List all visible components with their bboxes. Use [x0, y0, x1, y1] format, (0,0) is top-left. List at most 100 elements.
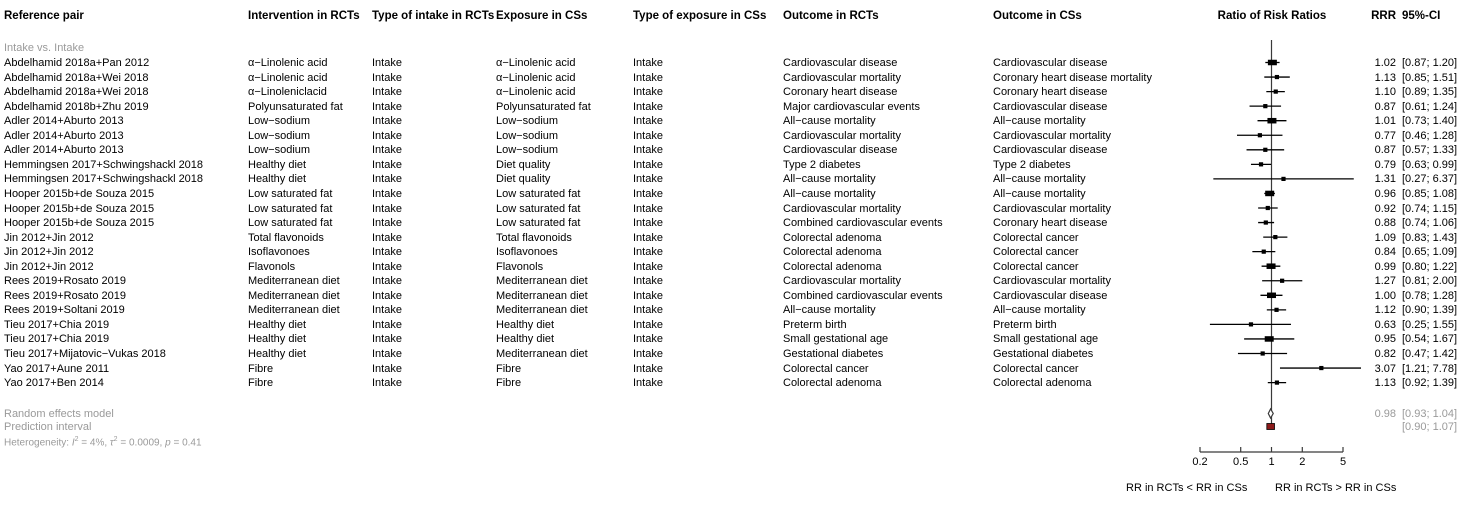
row-rrr-value: 0.96 [1374, 187, 1396, 200]
heterogeneity-p-value: = 0.41 [170, 437, 202, 449]
forest-row [1250, 162, 1272, 167]
row-reference-pair: Tieu 2017+Mijatovic−Vukas 2018 [4, 348, 166, 360]
row-intervention-rcts: Flavonols [248, 260, 296, 273]
row-type-of-exposure-css: Intake [633, 275, 663, 288]
heterogeneity-tau-exponent: 2 [113, 436, 118, 443]
row-outcome-css: Cardiovascular mortality [993, 129, 1111, 142]
row-outcome-css: Colorectal cancer [993, 362, 1079, 375]
row-outcome-rcts: Preterm birth [783, 318, 847, 331]
row-ci-value: [0.65; 1.09] [1402, 246, 1458, 259]
row-exposure-css: α−Linolenic acid [496, 86, 576, 99]
row-intervention-rcts: Healthy diet [248, 333, 307, 346]
forest-row [1244, 336, 1295, 342]
heterogeneity-tau-symbol: τ [109, 437, 114, 449]
row-type-of-intake-rcts: Intake [372, 202, 402, 215]
forest-row [1265, 59, 1280, 66]
row-reference-pair: Yao 2017+Ben 2014 [4, 377, 104, 390]
row-reference-pair: Jin 2012+Jin 2012 [4, 260, 94, 273]
row-intervention-rcts: Low−sodium [248, 144, 311, 157]
row-rrr-value: 0.82 [1374, 348, 1396, 360]
effect-marker [1266, 263, 1276, 269]
row-reference-pair: Adler 2014+Aburto 2013 [4, 144, 124, 157]
heterogeneity-p-symbol: p [165, 437, 171, 449]
row-type-of-intake-rcts: Intake [372, 246, 402, 259]
row-intervention-rcts: Fibre [248, 362, 274, 375]
forest-row [1266, 307, 1287, 312]
row-exposure-css: Isoflavonoes [496, 246, 558, 259]
row-rrr-value: 1.31 [1374, 173, 1396, 186]
prediction-interval-bar [1266, 423, 1275, 430]
forest-row [1237, 133, 1283, 138]
row-type-of-intake-rcts: Intake [372, 144, 402, 157]
row-outcome-css: Cardiovascular mortality [993, 275, 1111, 288]
row-outcome-css: Type 2 diabetes [993, 158, 1071, 171]
row-type-of-exposure-css: Intake [633, 318, 663, 331]
axis-caption-right: RR in RCTs > RR in CSs [1275, 482, 1397, 494]
row-outcome-css: Cardiovascular disease [993, 289, 1108, 302]
row-exposure-css: Diet quality [496, 158, 551, 171]
row-exposure-css: Fibre [496, 377, 522, 390]
row-exposure-css: Low−sodium [496, 144, 559, 157]
row-type-of-exposure-css: Intake [633, 217, 663, 230]
row-exposure-css: Low−sodium [496, 115, 559, 128]
row-rrr-value: 1.12 [1374, 304, 1396, 317]
row-outcome-rcts: Colorectal adenoma [783, 260, 882, 273]
row-rrr-value: 0.87 [1374, 100, 1396, 113]
row-intervention-rcts: α−Linoleniclacid [248, 86, 327, 99]
row-type-of-exposure-css: Intake [633, 158, 663, 171]
row-rrr-value: 1.00 [1374, 289, 1396, 302]
random-effects-model-rrr: 0.98 [1374, 408, 1396, 420]
forest-row [1209, 322, 1291, 327]
column-header-ratio-of-risk-ratios: Ratio of Risk Ratios [1217, 10, 1327, 22]
effect-marker [1265, 205, 1270, 211]
row-outcome-css: Coronary heart disease mortality [993, 71, 1152, 84]
axis-caption-left: RR in RCTs < RR in CSs [1126, 482, 1248, 494]
effect-marker [1274, 307, 1279, 312]
row-type-of-exposure-css: Intake [633, 187, 663, 200]
row-type-of-intake-rcts: Intake [372, 377, 402, 390]
row-ci-value: [0.87; 1.20] [1402, 57, 1458, 69]
forest-row [1262, 278, 1303, 283]
row-rrr-value: 1.02 [1374, 57, 1396, 69]
row-outcome-css: Cardiovascular mortality [993, 202, 1111, 215]
row-outcome-rcts: Cardiovascular mortality [783, 129, 901, 142]
row-reference-pair: Hooper 2015b+de Souza 2015 [4, 217, 155, 230]
row-outcome-css: Gestational diabetes [993, 348, 1094, 360]
row-outcome-css: Small gestational age [993, 333, 1099, 346]
row-ci-value: [0.63; 0.99] [1402, 158, 1458, 171]
column-header-outcome-css: Outcome in CSs [993, 10, 1082, 22]
row-exposure-css: Mediterranean diet [496, 348, 588, 360]
row-exposure-css: α−Linolenic acid [496, 71, 576, 84]
row-reference-pair: Rees 2019+Rosato 2019 [4, 289, 127, 302]
row-rrr-value: 0.84 [1374, 246, 1396, 259]
group-label-intake-vs-intake: Intake vs. Intake [4, 42, 85, 54]
row-rrr-value: 1.13 [1374, 71, 1396, 84]
column-header-rrr: RRR [1371, 10, 1396, 22]
row-type-of-exposure-css: Intake [633, 289, 663, 302]
row-ci-value: [0.47; 1.42] [1402, 348, 1458, 360]
row-type-of-intake-rcts: Intake [372, 217, 402, 230]
row-outcome-rcts: Combined cardiovascular events [783, 217, 943, 230]
row-outcome-css: Cardiovascular disease [993, 144, 1108, 157]
row-type-of-exposure-css: Intake [633, 57, 663, 69]
row-type-of-intake-rcts: Intake [372, 289, 402, 302]
row-outcome-rcts: Colorectal cancer [783, 362, 869, 375]
row-type-of-intake-rcts: Intake [372, 173, 402, 186]
row-type-of-intake-rcts: Intake [372, 362, 402, 375]
row-outcome-rcts: Colorectal adenoma [783, 246, 882, 259]
row-exposure-css: Flavonols [496, 260, 544, 273]
row-intervention-rcts: Fibre [248, 377, 274, 390]
row-intervention-rcts: Healthy diet [248, 348, 307, 360]
row-exposure-css: Total flavonoids [496, 231, 572, 244]
row-reference-pair: Tieu 2017+Chia 2019 [4, 318, 110, 331]
row-intervention-rcts: Mediterranean diet [248, 289, 340, 302]
effect-marker [1274, 380, 1280, 385]
forest-row [1258, 205, 1278, 211]
row-type-of-exposure-css: Intake [633, 377, 663, 390]
x-axis-tick-label: 5 [1340, 456, 1346, 468]
row-type-of-intake-rcts: Intake [372, 318, 402, 331]
heterogeneity-tau-value: = 0.0009, [117, 437, 166, 449]
row-intervention-rcts: Polyunsaturated fat [248, 100, 343, 113]
effect-marker [1263, 104, 1268, 109]
row-outcome-rcts: Combined cardiovascular events [783, 289, 943, 302]
